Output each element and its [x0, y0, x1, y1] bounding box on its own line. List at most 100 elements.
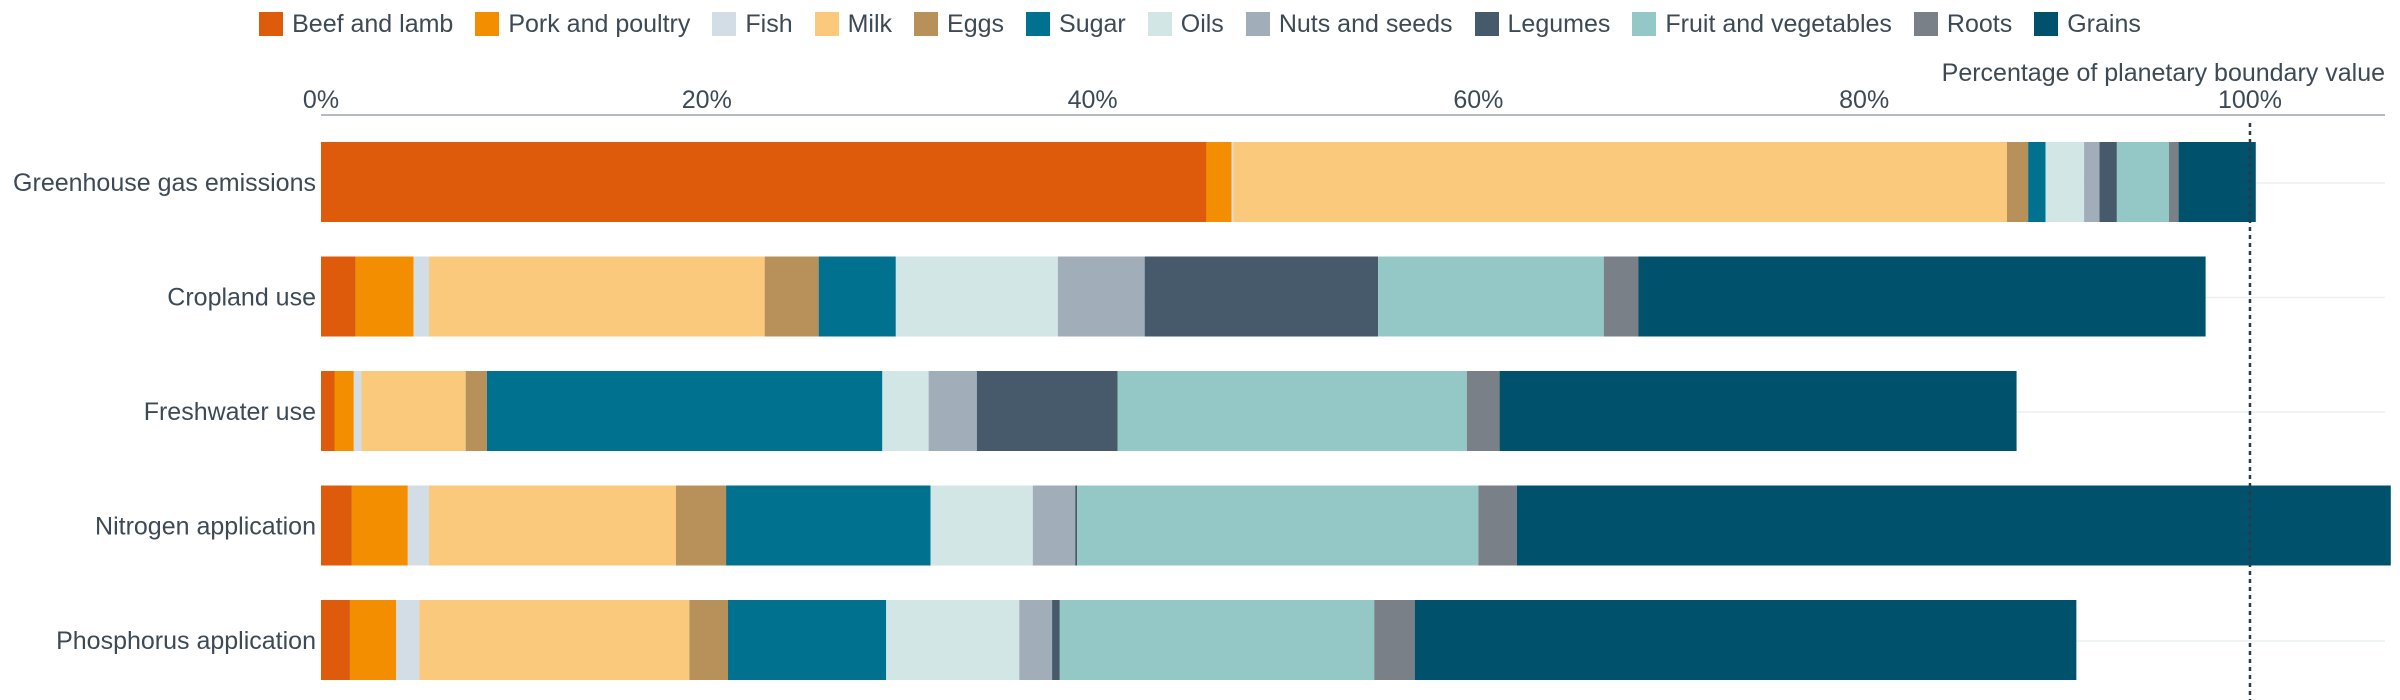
bar-segment-roots [2168, 142, 2179, 222]
legend-label: Nuts and seeds [1278, 9, 1453, 38]
bar-segment-beef-and-lamb [321, 142, 1207, 222]
bar-segment-milk [429, 256, 765, 337]
legend-item-pork-and-poultry: Pork and poultry [475, 10, 690, 39]
category-label: Phosphorus application [56, 627, 316, 655]
legend: Beef and lamb Pork and poultry Fish Milk Egg… [0, 4, 2400, 44]
bar-segment-fruit-and-vegetables [1117, 371, 1467, 451]
bar-segment-nuts-and-seeds [1057, 256, 1145, 337]
bar-segment-milk [361, 371, 466, 451]
x-tick-label: 80% [1839, 86, 1889, 114]
legend-label: Grains [2067, 9, 2141, 38]
bar-segment-grains [2178, 142, 2256, 222]
bar-segment-sugar [726, 485, 931, 566]
bar-segment-beef-and-lamb [321, 600, 350, 680]
legend-swatch [1632, 12, 1657, 36]
bar-segment-beef-and-lamb [321, 256, 356, 337]
bar-segment-grains [1516, 485, 2391, 566]
legend-label: Sugar [1059, 9, 1126, 38]
bar-segment-nuts-and-seeds [928, 371, 977, 451]
x-axis-title: Percentage of planetary boundary value [1942, 59, 2385, 87]
legend-swatch [475, 12, 500, 36]
legend-item-beef-and-lamb: Beef and lamb [259, 10, 453, 39]
bar-segment-pork-and-poultry [1206, 142, 1232, 222]
legend-swatch [1913, 12, 1938, 36]
legend-label: Roots [1946, 9, 2013, 38]
bar-segment-fish [1231, 142, 1234, 222]
legend-item-legumes: Legumes [1474, 9, 1611, 39]
bar-segment-fruit-and-vegetables [1077, 485, 1479, 566]
category-label: Cropland use [167, 284, 316, 312]
bar-segment-nuts-and-seeds [1019, 600, 1053, 680]
bar-segment-milk [1233, 142, 2007, 222]
legend-swatch [1245, 12, 1270, 36]
bar-segment-eggs [675, 485, 727, 566]
bar-segment-roots [1466, 371, 1500, 451]
legend-swatch [1147, 12, 1172, 36]
bar-segment-fish [413, 256, 430, 337]
x-tick-label: 40% [1068, 86, 1118, 114]
category-label: Greenhouse gas emissions [13, 169, 316, 197]
legend-swatch [1474, 12, 1499, 36]
bar-segment-nuts-and-seeds [1032, 485, 1076, 566]
legend-swatch [712, 12, 737, 36]
bar-segment-legumes [1144, 256, 1379, 337]
bar-segment-eggs [465, 371, 487, 451]
bar-segment-fish [353, 371, 362, 451]
category-label: Freshwater use [144, 398, 316, 426]
bar-segment-sugar [486, 371, 883, 451]
bar-segment-oils [882, 371, 929, 451]
legend-label: Legumes [1507, 9, 1611, 38]
bar-segment-pork-and-poultry [349, 600, 397, 680]
legend-item-nuts-and-seeds: Nuts and seeds [1245, 9, 1453, 39]
x-tick-label: 60% [1453, 86, 1503, 114]
legend-item-fish: Fish [712, 9, 793, 39]
x-tick-label: 20% [682, 86, 732, 114]
legend-label: Fish [745, 9, 793, 38]
legend-item-milk: Milk [814, 9, 893, 39]
bar-segment-eggs [764, 256, 819, 337]
bar-segment-beef-and-lamb [321, 371, 335, 451]
bar-segment-oils [930, 485, 1033, 566]
legend-label: Milk [847, 9, 893, 38]
bar-segment-nuts-and-seeds [2084, 142, 2100, 222]
bar-segment-beef-and-lamb [321, 485, 352, 566]
legend-item-oils: Oils [1147, 9, 1224, 39]
bar-segment-oils [2045, 142, 2085, 222]
bar-segment-roots [1478, 485, 1517, 566]
bar-segment-grains [1499, 371, 2017, 451]
bar-segment-oils [895, 256, 1058, 337]
legend-swatch [914, 12, 939, 36]
bar-segment-legumes [2099, 142, 2117, 222]
bar-segment-fruit-and-vegetables [2116, 142, 2169, 222]
bar-segment-milk [429, 485, 676, 566]
legend-label: Fruit and vegetables [1665, 9, 1892, 38]
bar-segment-fruit-and-vegetables [1059, 600, 1375, 680]
legend-item-sugar: Sugar [1026, 10, 1126, 39]
bar-segment-legumes [1052, 600, 1060, 680]
bar-segment-milk [419, 600, 690, 680]
legend-swatch [2034, 12, 2059, 36]
bar-segment-eggs [689, 600, 729, 680]
bar-segment-pork-and-poultry [351, 485, 408, 566]
bar-segment-sugar [818, 256, 896, 337]
category-label: Nitrogen application [95, 513, 316, 541]
x-tick-label: 100% [2218, 86, 2282, 114]
bar-segment-fish [407, 485, 430, 566]
bar-segment-grains [1638, 256, 2206, 337]
bar-segment-fruit-and-vegetables [1378, 256, 1604, 337]
bar-segment-grains [1414, 600, 2077, 680]
bar-segment-roots [1603, 256, 1639, 337]
legend-label: Oils [1180, 9, 1224, 38]
legend-item-fruit-and-vegetables: Fruit and vegetables [1632, 10, 1892, 39]
legend-swatch [259, 12, 284, 36]
bar-segment-legumes [976, 371, 1118, 451]
bar-segment-oils [886, 600, 1020, 680]
bar-segment-fish [396, 600, 420, 680]
bar-segment-eggs [2006, 142, 2029, 222]
bar-segment-legumes [1075, 485, 1078, 566]
bar-segment-sugar [728, 600, 887, 680]
bar-segment-sugar [2028, 142, 2046, 222]
legend-swatch [1026, 12, 1051, 36]
bar-segment-pork-and-poultry [334, 371, 354, 451]
